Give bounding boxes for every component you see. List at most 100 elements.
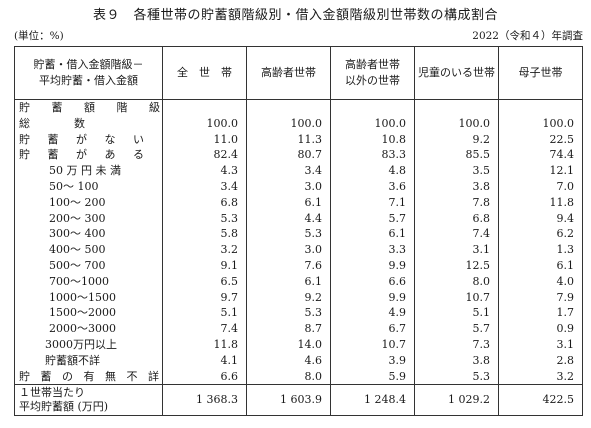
cell-all: 6.6 [162, 368, 247, 385]
cell-elderly: 3.4 [246, 163, 331, 179]
column-header-line1: 高齢者世帯 [261, 66, 316, 79]
cell-elderly: 100.0 [246, 115, 331, 132]
cell-single-mother [498, 99, 583, 116]
cell-children: 5.7 [414, 321, 499, 337]
table-row: 総 数 100.0 100.0 100.0 100.0 100.0 [14, 115, 583, 132]
survey-year: 2022（令和４）年調査 [472, 30, 583, 42]
cell-all: 3.4 [162, 178, 247, 195]
row-label: 3000万円以上 [14, 336, 163, 353]
table-row: 700～1000 6.5 6.1 6.6 8.0 4.0 [14, 273, 583, 290]
cell-children: 85.5 [414, 147, 499, 164]
table-row: 200～ 300 5.3 4.4 5.7 6.8 9.4 [14, 210, 583, 227]
cell-non-elderly: 3.3 [330, 242, 415, 258]
average-label-line1: １世帯当たり [19, 386, 85, 400]
table-row: 50～ 100 3.4 3.0 3.6 3.8 7.0 [14, 178, 583, 195]
cell-non-elderly: 4.9 [330, 305, 415, 322]
cell-children: 6.8 [414, 210, 499, 227]
table-row: 300～ 400 5.8 5.3 6.1 7.4 6.2 [14, 226, 583, 243]
unit-note: (単位：%) [14, 30, 64, 42]
cell-non-elderly: 4.8 [330, 163, 415, 179]
table-row: 貯 蓄 の 有 無 不 詳 6.6 8.0 5.9 5.3 3.2 [14, 368, 583, 385]
row-label: 貯 蓄 が あ る [14, 147, 163, 164]
row-header-line1: 貯蓄・借入金額階級－ [33, 58, 144, 71]
cell-all: 7.4 [162, 321, 247, 337]
cell-elderly: 8.0 [246, 368, 331, 385]
cell-elderly: 14.0 [246, 336, 331, 353]
column-header-all-households: 全 世 帯 [162, 46, 247, 100]
table-body: 貯 蓄 額 階 級 総 数 100.0 100.0 100.0 100.0 10… [14, 99, 583, 416]
cell-single-mother: 12.1 [498, 163, 583, 179]
cell-children: 12.5 [414, 257, 499, 274]
cell-single-mother: 4.0 [498, 273, 583, 290]
cell-all: 5.8 [162, 226, 247, 243]
cell-all: 11.8 [162, 336, 247, 353]
cell-non-elderly: 10.8 [330, 131, 415, 148]
cell-single-mother: 1.3 [498, 242, 583, 258]
average-savings-row: １世帯当たり 平均貯蓄額 (万円) 1 368.3 1 603.9 1 248.… [14, 384, 583, 416]
cell-non-elderly: 100.0 [330, 115, 415, 132]
cell-children: 100.0 [414, 115, 499, 132]
average-label: １世帯当たり 平均貯蓄額 (万円) [14, 384, 163, 416]
cell-non-elderly: 83.3 [330, 147, 415, 164]
cell-elderly: 5.3 [246, 305, 331, 322]
table-row: 2000～3000 7.4 8.7 6.7 5.7 0.9 [14, 321, 583, 337]
row-header-cell: 貯蓄・借入金額階級－ 平均貯蓄・借入金額 [14, 46, 163, 100]
cell-elderly: 1 603.9 [246, 384, 331, 416]
cell-non-elderly: 5.7 [330, 210, 415, 227]
cell-all: 4.3 [162, 163, 247, 179]
cell-all [162, 99, 247, 116]
cell-elderly: 3.0 [246, 242, 331, 258]
cell-non-elderly: 5.9 [330, 368, 415, 385]
cell-children: 9.2 [414, 131, 499, 148]
cell-single-mother: 22.5 [498, 131, 583, 148]
cell-single-mother: 100.0 [498, 115, 583, 132]
table-row: 1000～1500 9.7 9.2 9.9 10.7 7.9 [14, 289, 583, 306]
savings-distribution-table: 貯蓄・借入金額階級－ 平均貯蓄・借入金額 全 世 帯 高齢者世帯 高齢者世帯 以… [14, 46, 583, 417]
cell-non-elderly: 3.6 [330, 178, 415, 195]
cell-children: 3.8 [414, 352, 499, 369]
cell-elderly: 6.1 [246, 273, 331, 290]
row-label: 50～ 100 [14, 178, 163, 195]
cell-all: 9.7 [162, 289, 247, 306]
table-row: 100～ 200 6.8 6.1 7.1 7.8 11.8 [14, 194, 583, 211]
table-row: 50 万 円 未 満 4.3 3.4 4.8 3.5 12.1 [14, 163, 583, 179]
cell-all: 6.5 [162, 273, 247, 290]
cell-single-mother: 2.8 [498, 352, 583, 369]
column-header-line1: 全 世 帯 [177, 66, 232, 79]
cell-children: 3.8 [414, 178, 499, 195]
cell-non-elderly: 7.1 [330, 194, 415, 211]
column-header-line1: 児童のいる世帯 [418, 66, 495, 79]
cell-children: 1 029.2 [414, 384, 499, 416]
row-label: 1000～1500 [14, 289, 163, 306]
cell-elderly: 6.1 [246, 194, 331, 211]
cell-all: 100.0 [162, 115, 247, 132]
cell-children: 7.8 [414, 194, 499, 211]
cell-single-mother: 9.4 [498, 210, 583, 227]
cell-elderly: 3.0 [246, 178, 331, 195]
cell-non-elderly: 1 248.4 [330, 384, 415, 416]
cell-single-mother: 7.9 [498, 289, 583, 306]
cell-single-mother: 6.2 [498, 226, 583, 243]
table-row: 1500～2000 5.1 5.3 4.9 5.1 1.7 [14, 305, 583, 322]
average-label-line2: 平均貯蓄額 (万円) [19, 400, 109, 414]
row-label: 貯蓄額不詳 [14, 352, 163, 369]
cell-children: 8.0 [414, 273, 499, 290]
cell-children [414, 99, 499, 116]
cell-children: 7.3 [414, 336, 499, 353]
cell-elderly: 4.4 [246, 210, 331, 227]
table-row: 貯蓄額不詳 4.1 4.6 3.9 3.8 2.8 [14, 352, 583, 369]
cell-non-elderly: 3.9 [330, 352, 415, 369]
cell-non-elderly [330, 99, 415, 116]
table-row: 貯 蓄 額 階 級 [14, 99, 583, 116]
cell-non-elderly: 6.1 [330, 226, 415, 243]
cell-single-mother: 74.4 [498, 147, 583, 164]
cell-elderly: 9.2 [246, 289, 331, 306]
cell-single-mother: 0.9 [498, 321, 583, 337]
cell-all: 1 368.3 [162, 384, 247, 416]
row-header-line2: 平均貯蓄・借入金額 [39, 74, 138, 87]
column-header-line1: 母子世帯 [518, 66, 563, 79]
cell-single-mother: 7.0 [498, 178, 583, 195]
column-header-single-mother-households: 母子世帯 [498, 46, 583, 100]
table-row: 3000万円以上 11.8 14.0 10.7 7.3 3.1 [14, 336, 583, 353]
cell-non-elderly: 9.9 [330, 257, 415, 274]
